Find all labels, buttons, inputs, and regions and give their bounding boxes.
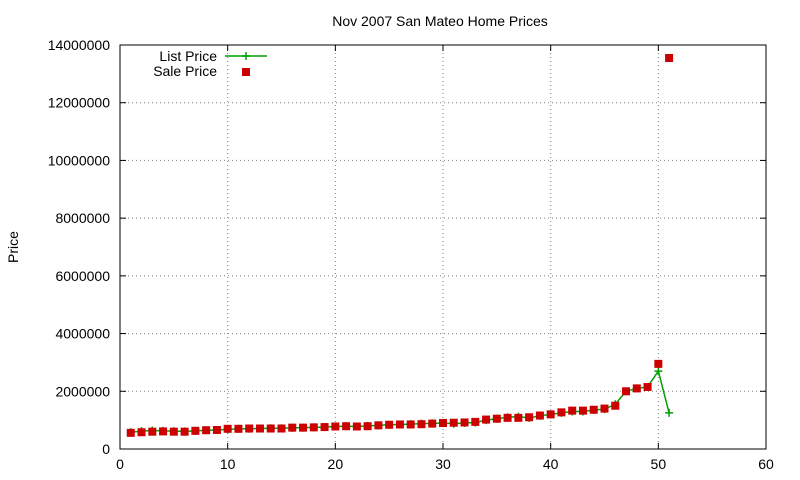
- y-tick-label: 0: [102, 441, 110, 457]
- sale-price-point: [191, 426, 200, 435]
- sale-price-point: [180, 427, 189, 436]
- sale-price-point: [622, 387, 631, 396]
- sale-price-point: [482, 415, 491, 424]
- y-tick-label: 4000000: [55, 326, 110, 342]
- sale-price-point: [352, 422, 361, 431]
- legend-label-sale-price: Sale Price: [153, 63, 217, 79]
- sale-price-point: [148, 427, 157, 436]
- sale-price-point: [492, 414, 501, 423]
- sale-price-point: [449, 418, 458, 427]
- sale-price-point: [277, 424, 286, 433]
- sale-price-point: [546, 410, 555, 419]
- sale-price-point: [288, 423, 297, 432]
- y-tick-label: 6000000: [55, 268, 110, 284]
- x-tick-label: 10: [220, 456, 236, 472]
- sale-price-point: [212, 425, 221, 434]
- x-tick-label: 50: [651, 456, 667, 472]
- y-tick-label: 12000000: [48, 95, 111, 111]
- sale-price-point: [503, 413, 512, 422]
- sale-price-point: [245, 424, 254, 433]
- y-tick-label: 8000000: [55, 210, 110, 226]
- sale-price-point: [643, 382, 652, 391]
- legend-marker-list-price: [242, 52, 250, 60]
- sale-price-point: [525, 413, 534, 422]
- sale-price-point: [385, 420, 394, 429]
- x-tick-label: 30: [435, 456, 451, 472]
- sale-price-point: [589, 405, 598, 414]
- sale-price-point: [234, 424, 243, 433]
- sale-price-point: [632, 384, 641, 393]
- sale-price-point: [535, 411, 544, 420]
- x-tick-label: 40: [543, 456, 559, 472]
- sale-price-point: [428, 419, 437, 428]
- grid-lines: [120, 45, 766, 449]
- sale-price-point: [137, 428, 146, 437]
- sale-price-point: [331, 422, 340, 431]
- sale-price-point: [342, 422, 351, 431]
- sale-price-point: [514, 413, 523, 422]
- y-tick-label: 2000000: [55, 383, 110, 399]
- sale-price-point: [320, 423, 329, 432]
- sale-price-point: [406, 420, 415, 429]
- sale-price-point: [439, 419, 447, 428]
- sale-price-point: [266, 424, 275, 433]
- sale-price-point: [557, 408, 566, 417]
- sale-price-point: [611, 401, 620, 410]
- sale-price-point: [654, 359, 663, 368]
- sale-price-point: [202, 426, 211, 435]
- axes: 0 10 20 30 40 50 60 0 2000000 4000000 6000000 80000…: [48, 37, 774, 472]
- y-tick-label: 14000000: [48, 37, 111, 53]
- sale-price-point: [578, 406, 587, 415]
- sale-price-point: [395, 420, 404, 429]
- sale-price-point: [299, 423, 308, 432]
- sale-price-point: [665, 53, 674, 62]
- plot-area: [126, 53, 674, 437]
- sale-price-point: [374, 421, 383, 430]
- sale-price-point: [471, 417, 480, 426]
- legend-label-list-price: List Price: [159, 48, 217, 64]
- y-axis-label: Price: [5, 231, 21, 263]
- x-tick-label: 60: [758, 456, 774, 472]
- sale-price-point: [460, 418, 469, 427]
- list-price-point: [665, 408, 674, 417]
- sale-price-point: [363, 422, 372, 431]
- sale-price-point: [169, 427, 178, 436]
- sale-price-point: [159, 427, 168, 436]
- x-tick-label: 0: [116, 456, 124, 472]
- chart-title: Nov 2007 San Mateo Home Prices: [332, 13, 548, 29]
- sale-price-point: [126, 428, 135, 437]
- sale-price-point: [223, 424, 232, 433]
- sale-price-point: [417, 420, 426, 429]
- list-price-point: [654, 367, 663, 376]
- y-tick-label: 10000000: [48, 152, 111, 168]
- sale-price-point: [255, 424, 264, 433]
- sale-price-point: [600, 404, 609, 413]
- legend-marker-sale-price: [242, 68, 250, 76]
- x-tick-label: 20: [328, 456, 344, 472]
- sale-price-point: [309, 423, 318, 432]
- sale-price-point: [568, 406, 577, 415]
